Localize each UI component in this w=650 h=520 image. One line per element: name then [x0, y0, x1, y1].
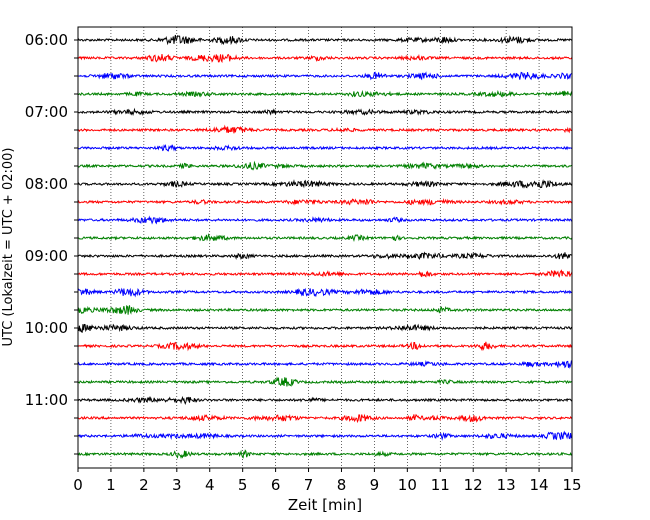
trace-line: [77, 287, 573, 298]
x-tick-label: 13: [497, 476, 516, 494]
trace-line: [77, 430, 573, 441]
y-tick-label: 08:00: [25, 175, 68, 193]
trace-line: [77, 53, 573, 64]
trace-line: [77, 34, 573, 46]
trace-line: [77, 144, 573, 152]
x-tick-label: 6: [271, 476, 281, 494]
trace-line: [77, 197, 573, 207]
trace-line: [77, 71, 573, 81]
trace-line: [77, 215, 573, 225]
y-axis-label: UTC (Lokalzeit = UTC + 02:00): [1, 148, 16, 347]
x-axis: 0 1 2 3 4 5 6 7 8 9 10 11 12 13 14 15: [73, 468, 582, 494]
trace-line: [77, 323, 573, 333]
x-tick-label: 3: [172, 476, 182, 494]
trace-line: [77, 395, 573, 406]
trace-line: [77, 304, 573, 315]
x-tick-label: 4: [205, 476, 215, 494]
x-tick-label: 0: [73, 476, 83, 494]
x-tick-label: 5: [238, 476, 248, 494]
y-tick-label: 06:00: [25, 31, 68, 49]
trace-line: [77, 449, 573, 460]
plot-frame: [77, 26, 573, 469]
y-axis: 06:00 07:00 08:00 09:00 10:00 11:00: [25, 31, 78, 455]
trace-line: [77, 251, 573, 260]
trace-line: [77, 376, 573, 387]
x-tick-label: 2: [139, 476, 149, 494]
trace-line: [77, 233, 573, 243]
y-tick-label: 11:00: [25, 391, 68, 409]
x-tick-label: 11: [431, 476, 450, 494]
trace-line: [77, 269, 573, 278]
y-tick-label: 09:00: [25, 247, 68, 265]
seismic-traces: [77, 34, 573, 460]
y-tick-label: 10:00: [25, 319, 68, 337]
x-tick-label: 12: [464, 476, 483, 494]
x-tick-label: 10: [398, 476, 417, 494]
x-tick-label: 15: [562, 476, 581, 494]
x-tick-label: 9: [370, 476, 380, 494]
trace-line: [77, 360, 573, 369]
trace-line: [77, 107, 573, 116]
trace-line: [77, 341, 573, 352]
trace-line: [77, 413, 573, 424]
x-axis-label: Zeit [min]: [288, 496, 362, 514]
trace-line: [77, 160, 573, 171]
trace-line: [77, 89, 573, 98]
x-tick-label: 8: [337, 476, 347, 494]
trace-line: [77, 124, 573, 134]
x-tick-label: 1: [106, 476, 116, 494]
y-tick-label: 07:00: [25, 103, 68, 121]
x-tick-label: 14: [530, 476, 549, 494]
x-tick-label: 7: [304, 476, 314, 494]
trace-line: [77, 179, 573, 189]
